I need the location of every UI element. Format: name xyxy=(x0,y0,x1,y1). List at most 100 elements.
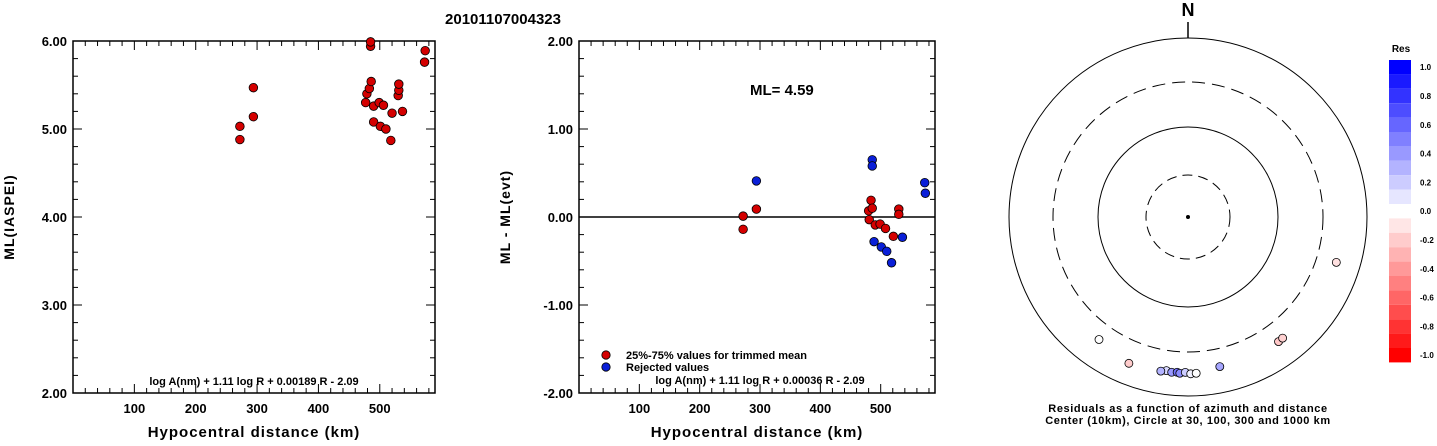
colorbar-label: -0.6 xyxy=(1420,294,1434,303)
y-tick-label: 3.00 xyxy=(42,298,67,313)
legend-label-rejected: Rejected values xyxy=(626,362,709,374)
colorbar-cell xyxy=(1389,290,1411,305)
data-points xyxy=(235,37,430,146)
station-point xyxy=(1278,333,1288,343)
colorbar-label: 1.0 xyxy=(1420,63,1432,72)
colorbar-label: -0.8 xyxy=(1420,322,1434,331)
legend-label-trimmed: 25%-75% values for trimmed mean xyxy=(626,350,807,362)
colorbar-cell xyxy=(1389,218,1411,233)
station-point xyxy=(1156,366,1166,376)
colorbar-label: -0.2 xyxy=(1420,236,1434,245)
colorbar-cell xyxy=(1389,60,1411,75)
colorbar-cell xyxy=(1389,88,1411,104)
data-point xyxy=(738,211,748,221)
colorbar-title: Res xyxy=(1392,44,1411,55)
data-point xyxy=(248,111,259,122)
colorbar-label: 0.0 xyxy=(1420,207,1432,216)
ml-annotation: ML= 4.59 xyxy=(750,82,814,99)
colorbar-cell xyxy=(1389,319,1411,334)
x-tick-label: 300 xyxy=(246,401,268,416)
station-point xyxy=(1094,335,1104,344)
legend: 25%-75% values for trimmed mean Rejected… xyxy=(601,350,807,374)
data-point xyxy=(880,223,891,234)
colorbar-cell xyxy=(1389,160,1411,176)
y-tick-labels: -2.00 -1.00 0.00 1.00 2.00 xyxy=(543,34,573,401)
station-point xyxy=(1191,368,1201,378)
range-circle-30km xyxy=(1145,174,1231,260)
data-point xyxy=(869,236,879,247)
azimuth-residual-map: N Residuals as a function of azimuth and… xyxy=(1008,0,1368,427)
y-tick-label: -1.00 xyxy=(543,298,573,313)
axis-ticks xyxy=(579,40,935,394)
colorbar-label: -0.4 xyxy=(1420,265,1434,274)
data-point xyxy=(751,176,762,186)
colorbar-cell xyxy=(1389,261,1411,276)
station-point xyxy=(1331,257,1341,267)
data-point xyxy=(387,108,397,118)
data-point xyxy=(235,121,245,132)
colorbar-label: -1.0 xyxy=(1420,351,1434,360)
legend-marker-rejected xyxy=(601,362,611,372)
colorbar-cell xyxy=(1389,74,1411,89)
x-axis-label: Hypocentral distance (km) xyxy=(651,424,864,441)
data-point xyxy=(867,203,877,213)
colorbar-cell xyxy=(1389,276,1411,291)
y-tick-label: -2.00 xyxy=(543,386,573,401)
data-point xyxy=(867,161,877,171)
y-tick-label: 2.00 xyxy=(548,34,573,49)
colorbar-labels: 1.0 0.8 0.6 0.4 0.2 0.0 -0.2 -0.4 -0.6 -0.8 -1.0 xyxy=(1420,63,1434,360)
data-point xyxy=(378,100,389,110)
ml-vs-distance-panel: 100 200 300 400 500 2.00 3.00 4.00 5.00 6.00 log… xyxy=(1,34,436,441)
data-point xyxy=(248,82,259,93)
data-point xyxy=(738,224,748,235)
colorbar-cell xyxy=(1389,333,1411,348)
colorbar-cell xyxy=(1389,117,1411,132)
data-point xyxy=(386,135,396,146)
station-point xyxy=(1215,362,1225,371)
x-tick-label: 400 xyxy=(308,401,330,416)
range-circle-100km xyxy=(1097,126,1279,308)
colorbar-cell xyxy=(1389,204,1411,219)
caption-line-1: Residuals as a function of azimuth and d… xyxy=(1048,403,1327,415)
y-tick-labels: 2.00 3.00 4.00 5.00 6.00 xyxy=(42,34,67,401)
data-point xyxy=(882,246,892,257)
residual-colorbar: Res 1.0 0.8 0.6 0.4 0.2 0.0 -0.2 -0.4 -0.6 -0.8 -1… xyxy=(1389,44,1434,363)
formula-label: log A(nm) + 1.11 log R + 0.00189 R - 2.0… xyxy=(149,376,358,388)
colorbar-cell xyxy=(1389,189,1411,204)
x-tick-label: 200 xyxy=(185,401,207,416)
colorbar-label: 0.4 xyxy=(1420,150,1432,159)
data-point xyxy=(368,117,379,127)
data-point xyxy=(420,45,430,56)
data-point xyxy=(397,106,408,117)
range-circle-300km xyxy=(1052,81,1324,353)
y-axis-label: ML - ML(evt) xyxy=(497,170,513,264)
data-point xyxy=(920,188,931,198)
formula-label: log A(nm) + 1.11 log R + 0.00036 R - 2.0… xyxy=(655,375,864,387)
y-tick-label: 4.00 xyxy=(42,210,67,225)
colorbar-label: 0.2 xyxy=(1420,178,1432,187)
colorbar-cells xyxy=(1389,60,1411,363)
y-axis-label: ML(IASPEI) xyxy=(1,174,17,259)
data-point xyxy=(866,195,876,205)
legend-marker-trimmed xyxy=(601,350,611,360)
x-tick-label: 200 xyxy=(689,401,711,416)
x-tick-labels: 100 200 300 400 500 xyxy=(124,401,391,416)
data-point xyxy=(394,79,404,89)
data-point xyxy=(894,209,904,220)
colorbar-cell xyxy=(1389,146,1411,161)
axis-ticks xyxy=(73,40,435,394)
station-points xyxy=(1094,257,1341,379)
plot-frame xyxy=(72,40,436,394)
x-tick-label: 400 xyxy=(810,401,832,416)
event-title: 20101107004323 xyxy=(445,11,561,28)
data-point xyxy=(419,57,430,67)
y-tick-label: 5.00 xyxy=(42,122,67,137)
data-points xyxy=(738,155,931,268)
data-point xyxy=(886,258,897,268)
x-tick-label: 100 xyxy=(124,401,146,416)
colorbar-cell xyxy=(1389,232,1411,248)
caption-line-2: Center (10km), Circle at 30, 100, 300 an… xyxy=(1045,415,1331,427)
x-tick-label: 100 xyxy=(628,401,650,416)
